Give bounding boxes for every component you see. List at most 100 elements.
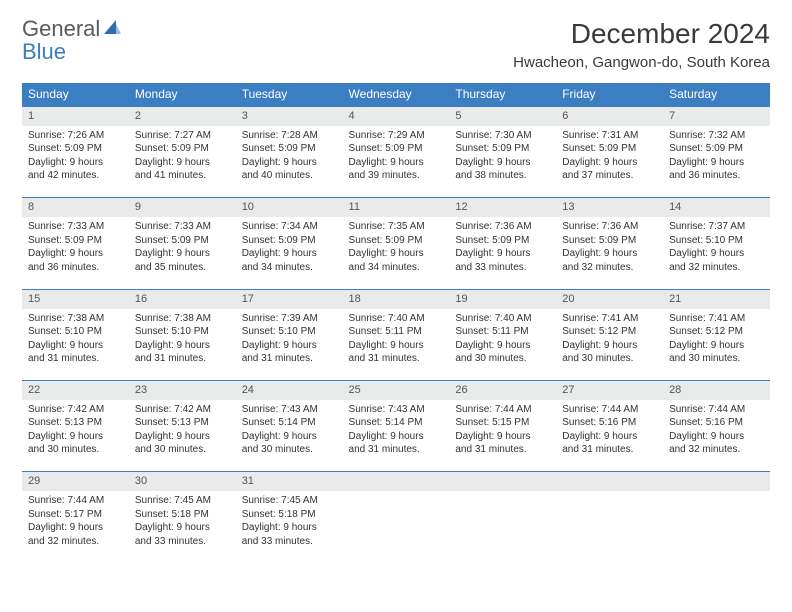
day-number-cell: 1 bbox=[22, 106, 129, 126]
daylight-line-1: Daylight: 9 hours bbox=[349, 156, 444, 170]
day-body-cell: Sunrise: 7:36 AMSunset: 5:09 PMDaylight:… bbox=[449, 217, 556, 289]
day-number-cell: 27 bbox=[556, 381, 663, 400]
daylight-line-2: and 31 minutes. bbox=[28, 352, 123, 366]
weekday-header: Tuesday bbox=[236, 83, 343, 106]
sunset-line: Sunset: 5:09 PM bbox=[242, 234, 337, 248]
sunrise-line: Sunrise: 7:38 AM bbox=[28, 312, 123, 326]
daylight-line-2: and 33 minutes. bbox=[242, 535, 337, 549]
day-number-row: 1234567 bbox=[22, 106, 770, 126]
brand-logo: General Blue bbox=[22, 18, 122, 64]
daylight-line-1: Daylight: 9 hours bbox=[455, 430, 550, 444]
daylight-line-1: Daylight: 9 hours bbox=[349, 339, 444, 353]
daylight-line-2: and 41 minutes. bbox=[135, 169, 230, 183]
sunrise-line: Sunrise: 7:45 AM bbox=[242, 494, 337, 508]
daylight-line-1: Daylight: 9 hours bbox=[135, 156, 230, 170]
sunset-line: Sunset: 5:10 PM bbox=[669, 234, 764, 248]
sunrise-line: Sunrise: 7:38 AM bbox=[135, 312, 230, 326]
day-body-cell: Sunrise: 7:28 AMSunset: 5:09 PMDaylight:… bbox=[236, 126, 343, 198]
day-number-cell: 5 bbox=[449, 106, 556, 126]
sunset-line: Sunset: 5:10 PM bbox=[242, 325, 337, 339]
daylight-line-1: Daylight: 9 hours bbox=[135, 521, 230, 535]
sunset-line: Sunset: 5:09 PM bbox=[562, 142, 657, 156]
daylight-line-1: Daylight: 9 hours bbox=[669, 430, 764, 444]
sunrise-line: Sunrise: 7:32 AM bbox=[669, 129, 764, 143]
sunset-line: Sunset: 5:18 PM bbox=[242, 508, 337, 522]
daylight-line-1: Daylight: 9 hours bbox=[242, 247, 337, 261]
daylight-line-2: and 30 minutes. bbox=[562, 352, 657, 366]
sunset-line: Sunset: 5:10 PM bbox=[28, 325, 123, 339]
daylight-line-2: and 30 minutes. bbox=[242, 443, 337, 457]
day-body-cell: Sunrise: 7:39 AMSunset: 5:10 PMDaylight:… bbox=[236, 309, 343, 381]
day-number-cell: 26 bbox=[449, 381, 556, 400]
day-number-cell: 30 bbox=[129, 472, 236, 491]
sunrise-line: Sunrise: 7:45 AM bbox=[135, 494, 230, 508]
daylight-line-2: and 33 minutes. bbox=[135, 535, 230, 549]
day-body-row: Sunrise: 7:42 AMSunset: 5:13 PMDaylight:… bbox=[22, 400, 770, 472]
weekday-header: Thursday bbox=[449, 83, 556, 106]
day-body-cell bbox=[663, 491, 770, 563]
sunrise-line: Sunrise: 7:44 AM bbox=[562, 403, 657, 417]
daylight-line-2: and 30 minutes. bbox=[669, 352, 764, 366]
sunrise-line: Sunrise: 7:43 AM bbox=[349, 403, 444, 417]
location: Hwacheon, Gangwon-do, South Korea bbox=[513, 54, 770, 71]
day-body-cell: Sunrise: 7:44 AMSunset: 5:17 PMDaylight:… bbox=[22, 491, 129, 563]
daylight-line-2: and 31 minutes. bbox=[562, 443, 657, 457]
day-number-cell: 31 bbox=[236, 472, 343, 491]
sunrise-line: Sunrise: 7:29 AM bbox=[349, 129, 444, 143]
weekday-header-row: SundayMondayTuesdayWednesdayThursdayFrid… bbox=[22, 83, 770, 106]
day-number-cell: 12 bbox=[449, 198, 556, 217]
sunrise-line: Sunrise: 7:33 AM bbox=[135, 220, 230, 234]
day-body-cell: Sunrise: 7:38 AMSunset: 5:10 PMDaylight:… bbox=[22, 309, 129, 381]
day-body-cell: Sunrise: 7:29 AMSunset: 5:09 PMDaylight:… bbox=[343, 126, 450, 198]
daylight-line-1: Daylight: 9 hours bbox=[349, 247, 444, 261]
daylight-line-2: and 35 minutes. bbox=[135, 261, 230, 275]
sunset-line: Sunset: 5:12 PM bbox=[669, 325, 764, 339]
day-body-cell: Sunrise: 7:35 AMSunset: 5:09 PMDaylight:… bbox=[343, 217, 450, 289]
sunset-line: Sunset: 5:13 PM bbox=[28, 416, 123, 430]
daylight-line-1: Daylight: 9 hours bbox=[455, 156, 550, 170]
daylight-line-2: and 30 minutes. bbox=[455, 352, 550, 366]
day-number-cell bbox=[556, 472, 663, 491]
sunrise-line: Sunrise: 7:40 AM bbox=[349, 312, 444, 326]
day-number-cell: 7 bbox=[663, 106, 770, 126]
day-number-cell: 18 bbox=[343, 289, 450, 308]
day-body-cell: Sunrise: 7:42 AMSunset: 5:13 PMDaylight:… bbox=[22, 400, 129, 472]
day-body-cell: Sunrise: 7:37 AMSunset: 5:10 PMDaylight:… bbox=[663, 217, 770, 289]
day-body-row: Sunrise: 7:26 AMSunset: 5:09 PMDaylight:… bbox=[22, 126, 770, 198]
day-body-cell: Sunrise: 7:43 AMSunset: 5:14 PMDaylight:… bbox=[236, 400, 343, 472]
daylight-line-1: Daylight: 9 hours bbox=[28, 339, 123, 353]
daylight-line-1: Daylight: 9 hours bbox=[242, 339, 337, 353]
day-number-cell: 14 bbox=[663, 198, 770, 217]
day-body-cell: Sunrise: 7:40 AMSunset: 5:11 PMDaylight:… bbox=[343, 309, 450, 381]
day-body-cell: Sunrise: 7:44 AMSunset: 5:15 PMDaylight:… bbox=[449, 400, 556, 472]
day-body-cell bbox=[449, 491, 556, 563]
day-body-row: Sunrise: 7:44 AMSunset: 5:17 PMDaylight:… bbox=[22, 491, 770, 563]
sunrise-line: Sunrise: 7:41 AM bbox=[562, 312, 657, 326]
sunset-line: Sunset: 5:14 PM bbox=[242, 416, 337, 430]
sunset-line: Sunset: 5:09 PM bbox=[349, 142, 444, 156]
daylight-line-2: and 31 minutes. bbox=[242, 352, 337, 366]
day-body-cell: Sunrise: 7:45 AMSunset: 5:18 PMDaylight:… bbox=[129, 491, 236, 563]
day-number-cell: 3 bbox=[236, 106, 343, 126]
daylight-line-2: and 30 minutes. bbox=[28, 443, 123, 457]
sunrise-line: Sunrise: 7:37 AM bbox=[669, 220, 764, 234]
daylight-line-2: and 31 minutes. bbox=[349, 352, 444, 366]
brand-sail-icon bbox=[102, 18, 122, 41]
day-number-cell: 13 bbox=[556, 198, 663, 217]
weekday-header: Sunday bbox=[22, 83, 129, 106]
daylight-line-1: Daylight: 9 hours bbox=[135, 339, 230, 353]
daylight-line-2: and 34 minutes. bbox=[242, 261, 337, 275]
sunset-line: Sunset: 5:16 PM bbox=[669, 416, 764, 430]
sunrise-line: Sunrise: 7:30 AM bbox=[455, 129, 550, 143]
day-number-cell: 21 bbox=[663, 289, 770, 308]
day-number-row: 891011121314 bbox=[22, 198, 770, 217]
sunrise-line: Sunrise: 7:44 AM bbox=[28, 494, 123, 508]
sunset-line: Sunset: 5:09 PM bbox=[669, 142, 764, 156]
day-number-cell bbox=[449, 472, 556, 491]
daylight-line-1: Daylight: 9 hours bbox=[135, 430, 230, 444]
calendar-table: SundayMondayTuesdayWednesdayThursdayFrid… bbox=[22, 83, 770, 563]
sunrise-line: Sunrise: 7:36 AM bbox=[455, 220, 550, 234]
sunset-line: Sunset: 5:09 PM bbox=[349, 234, 444, 248]
day-number-cell: 16 bbox=[129, 289, 236, 308]
sunrise-line: Sunrise: 7:26 AM bbox=[28, 129, 123, 143]
